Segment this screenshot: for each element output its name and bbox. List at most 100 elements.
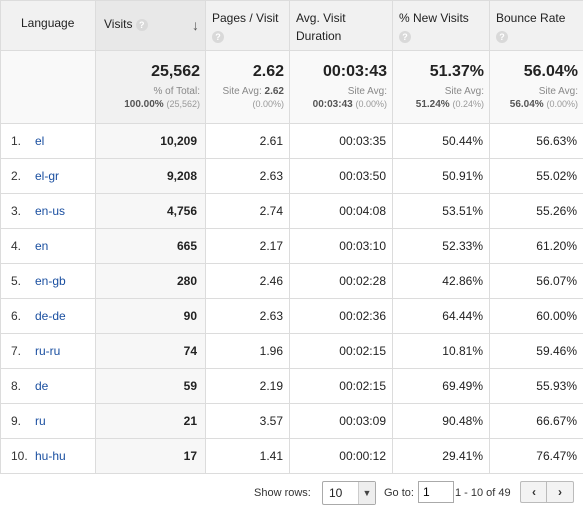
help-icon[interactable]: ? bbox=[212, 30, 224, 43]
summary-pages: 2.62 Site Avg: 2.62 (0.00%) bbox=[205, 50, 290, 124]
header-bounce-label: Bounce Rate bbox=[496, 11, 566, 25]
language-cell: 1. el bbox=[0, 123, 96, 159]
language-link[interactable]: el-gr bbox=[35, 169, 60, 183]
summary-new-visits-label: Site Avg: bbox=[444, 86, 484, 97]
new-visits-cell: 64.44% bbox=[392, 298, 490, 334]
row-index: 1. bbox=[11, 134, 22, 148]
duration-cell: 00:02:28 bbox=[289, 263, 393, 299]
language-link[interactable]: en-gb bbox=[35, 274, 66, 288]
row-index: 5. bbox=[11, 274, 22, 288]
bounce-rate-cell: 55.02% bbox=[489, 158, 583, 194]
visits-cell: 9,208 bbox=[95, 158, 206, 194]
help-icon[interactable]: ? bbox=[399, 30, 411, 43]
new-visits-cell: 50.44% bbox=[392, 123, 490, 159]
new-visits-cell: 90.48% bbox=[392, 403, 490, 439]
duration-cell: 00:02:15 bbox=[289, 333, 393, 369]
language-link[interactable]: ru-ru bbox=[35, 344, 61, 358]
language-link[interactable]: de bbox=[35, 379, 49, 393]
show-rows-select[interactable]: 10 ▼ bbox=[322, 481, 376, 505]
table-row: 2. el-gr 9,208 2.63 00:03:50 50.91% 55.02% bbox=[0, 158, 583, 194]
language-cell: 8. de bbox=[0, 368, 96, 404]
summary-bounce-label: Site Avg: bbox=[538, 86, 578, 97]
summary-row: 25,562 % of Total: 100.00% (25,562) 2.62 … bbox=[0, 50, 583, 124]
bounce-rate-cell: 56.07% bbox=[489, 263, 583, 299]
visits-cell: 665 bbox=[95, 228, 206, 264]
bounce-rate-cell: 76.47% bbox=[489, 438, 583, 474]
summary-new-visits-avg: 51.24% bbox=[415, 99, 450, 110]
previous-page-button[interactable]: ‹ bbox=[520, 481, 547, 503]
language-cell: 6. de-de bbox=[0, 298, 96, 334]
next-page-button[interactable]: › bbox=[546, 481, 574, 503]
header-language[interactable]: Language bbox=[0, 0, 96, 51]
header-row: Language Visits ? ↓ Pages / Visit? Avg. … bbox=[0, 0, 583, 51]
show-rows-value: 10 bbox=[329, 486, 343, 500]
language-link[interactable]: en-us bbox=[35, 204, 66, 218]
duration-cell: 00:02:15 bbox=[289, 368, 393, 404]
language-report-table: Language Visits ? ↓ Pages / Visit? Avg. … bbox=[0, 0, 583, 474]
bounce-rate-cell: 60.00% bbox=[489, 298, 583, 334]
language-cell: 4. en bbox=[0, 228, 96, 264]
header-avg-visit-duration[interactable]: Avg. Visit Duration bbox=[289, 0, 393, 51]
visits-cell: 21 bbox=[95, 403, 206, 439]
language-cell: 9. ru bbox=[0, 403, 96, 439]
pages-per-visit-cell: 2.74 bbox=[205, 193, 290, 229]
language-link[interactable]: de-de bbox=[35, 309, 66, 323]
duration-cell: 00:03:50 bbox=[289, 158, 393, 194]
language-link[interactable]: en bbox=[35, 239, 49, 253]
summary-empty-cell bbox=[0, 50, 96, 124]
summary-pages-avg: 2.62 bbox=[264, 86, 284, 97]
summary-new-visits-paren: (0.24%) bbox=[452, 99, 484, 109]
header-new-visits-label: % New Visits bbox=[399, 11, 469, 25]
row-index: 2. bbox=[11, 169, 22, 183]
sort-descending-icon[interactable]: ↓ bbox=[192, 17, 199, 33]
goto-label: Go to: bbox=[384, 487, 414, 499]
summary-pages-paren: (0.00%) bbox=[252, 99, 284, 109]
summary-duration-avg: 00:03:43 bbox=[312, 99, 353, 110]
pages-per-visit-cell: 2.17 bbox=[205, 228, 290, 264]
duration-cell: 00:00:12 bbox=[289, 438, 393, 474]
header-pages-label: Pages / Visit bbox=[212, 11, 279, 25]
summary-visits: 25,562 % of Total: 100.00% (25,562) bbox=[95, 50, 206, 124]
summary-bounce-paren: (0.00%) bbox=[546, 99, 578, 109]
chevron-down-icon[interactable]: ▼ bbox=[358, 482, 375, 504]
header-visits-label: Visits bbox=[104, 17, 133, 31]
language-cell: 5. en-gb bbox=[0, 263, 96, 299]
summary-visits-label: % of Total: bbox=[153, 86, 200, 97]
row-index: 3. bbox=[11, 204, 22, 218]
bounce-rate-cell: 59.46% bbox=[489, 333, 583, 369]
summary-visits-value: 25,562 bbox=[151, 63, 200, 80]
table-row: 6. de-de 90 2.63 00:02:36 64.44% 60.00% bbox=[0, 298, 583, 334]
header-pages-per-visit[interactable]: Pages / Visit? bbox=[205, 0, 290, 51]
table-row: 4. en 665 2.17 00:03:10 52.33% 61.20% bbox=[0, 228, 583, 264]
pages-per-visit-cell: 2.61 bbox=[205, 123, 290, 159]
summary-duration-paren: (0.00%) bbox=[355, 99, 387, 109]
pages-per-visit-cell: 2.46 bbox=[205, 263, 290, 299]
language-cell: 7. ru-ru bbox=[0, 333, 96, 369]
show-rows-label: Show rows: bbox=[254, 487, 311, 499]
duration-cell: 00:03:09 bbox=[289, 403, 393, 439]
visits-cell: 4,756 bbox=[95, 193, 206, 229]
new-visits-cell: 10.81% bbox=[392, 333, 490, 369]
header-bounce-rate[interactable]: Bounce Rate? bbox=[489, 0, 583, 51]
row-index: 8. bbox=[11, 379, 22, 393]
bounce-rate-cell: 66.67% bbox=[489, 403, 583, 439]
header-visits[interactable]: Visits ? ↓ bbox=[95, 0, 206, 51]
goto-input[interactable] bbox=[418, 481, 454, 503]
visits-cell: 17 bbox=[95, 438, 206, 474]
summary-bounce-avg: 56.04% bbox=[509, 99, 544, 110]
header-new-visits[interactable]: % New Visits? bbox=[392, 0, 490, 51]
bounce-rate-cell: 55.93% bbox=[489, 368, 583, 404]
table-row: 8. de 59 2.19 00:02:15 69.49% 55.93% bbox=[0, 368, 583, 404]
help-icon[interactable]: ? bbox=[496, 30, 508, 43]
row-index: 6. bbox=[11, 309, 22, 323]
row-index: 10. bbox=[11, 449, 28, 463]
language-link[interactable]: ru bbox=[35, 414, 46, 428]
row-index: 7. bbox=[11, 344, 22, 358]
pages-per-visit-cell: 3.57 bbox=[205, 403, 290, 439]
new-visits-cell: 29.41% bbox=[392, 438, 490, 474]
language-link[interactable]: hu-hu bbox=[35, 449, 66, 463]
row-index: 9. bbox=[11, 414, 22, 428]
help-icon[interactable]: ? bbox=[135, 18, 148, 31]
summary-duration-value: 00:03:43 bbox=[322, 63, 387, 80]
language-link[interactable]: el bbox=[35, 134, 45, 148]
